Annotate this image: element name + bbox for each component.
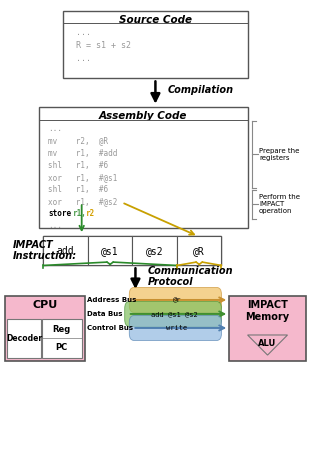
Bar (88, 236, 132, 266)
Text: Decoder: Decoder (6, 334, 42, 343)
Bar (229, 296, 306, 361)
FancyBboxPatch shape (125, 301, 222, 327)
Text: add @s1 @s2: add @s1 @s2 (151, 311, 198, 317)
Text: Source Code: Source Code (119, 16, 192, 25)
Text: Prepare the
registers: Prepare the registers (259, 148, 299, 161)
Text: Data Bus: Data Bus (87, 311, 123, 317)
Text: xor   r1,  #@s1: xor r1, #@s1 (48, 173, 117, 182)
Polygon shape (248, 335, 288, 355)
Text: R = s1 + s2: R = s1 + s2 (76, 41, 130, 50)
Bar (177, 236, 222, 266)
Text: mv    r2,  @R: mv r2, @R (48, 136, 108, 145)
Text: xor   r1,  #@s2: xor r1, #@s2 (48, 197, 117, 206)
Text: Communication
Protocol: Communication Protocol (148, 266, 233, 287)
Text: mv    r1,  #add: mv r1, #add (48, 149, 117, 157)
Text: store: store (48, 209, 71, 218)
Text: CPU: CPU (32, 300, 57, 310)
Bar (63, 11, 248, 78)
Text: shl   r1,  #6: shl r1, #6 (48, 185, 108, 194)
Text: ...: ... (76, 54, 90, 63)
Bar (7, 319, 41, 358)
Bar (43, 236, 222, 266)
Text: ALU: ALU (258, 339, 277, 348)
Text: IMPACT
Instruction:: IMPACT Instruction: (12, 240, 77, 261)
Text: Address Bus: Address Bus (87, 297, 137, 303)
FancyBboxPatch shape (129, 315, 222, 340)
Text: Assembly Code: Assembly Code (99, 111, 187, 121)
Bar (39, 107, 248, 228)
Text: Perform the
IMPACT
operation: Perform the IMPACT operation (259, 195, 300, 214)
Text: r1,: r1, (73, 209, 87, 218)
Bar (5, 296, 85, 361)
Text: ...: ... (76, 28, 90, 37)
Text: write: write (166, 325, 188, 331)
Text: ...: ... (48, 124, 62, 133)
Text: PC: PC (56, 343, 68, 352)
Text: @R: @R (193, 246, 205, 256)
Text: @s1: @s1 (101, 246, 119, 256)
Text: @s2: @s2 (146, 246, 163, 256)
Text: Compilation: Compilation (168, 85, 234, 95)
Text: Control Bus: Control Bus (87, 325, 133, 331)
Text: r2: r2 (86, 209, 95, 218)
Text: IMPACT
Memory: IMPACT Memory (246, 300, 290, 322)
Text: shl   r1,  #6: shl r1, #6 (48, 161, 108, 170)
Text: @r: @r (173, 297, 181, 303)
Bar (43, 236, 88, 266)
Text: Reg: Reg (53, 325, 71, 334)
Text: add: add (57, 246, 74, 256)
Text: ...: ... (48, 221, 62, 230)
FancyBboxPatch shape (129, 288, 222, 313)
Bar (42, 319, 82, 358)
Bar (132, 236, 177, 266)
